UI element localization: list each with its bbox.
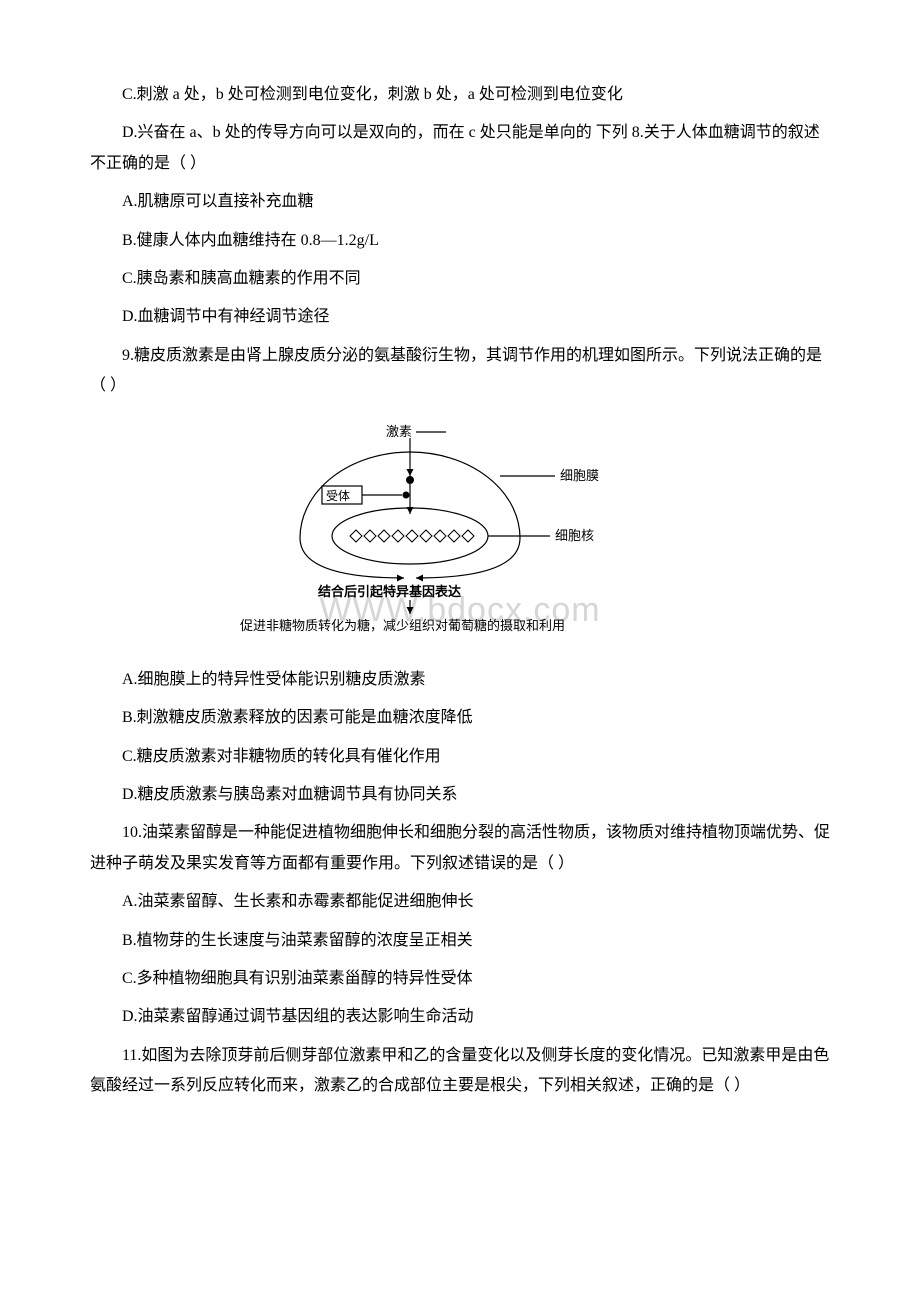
q10-option-a: A.油菜素留醇、生长素和赤霉素都能促进细胞伸长 xyxy=(90,887,830,917)
q9-option-d: D.糖皮质激素与胰岛素对血糖调节具有协同关系 xyxy=(90,780,830,810)
svg-text:促进非糖物质转化为糖，减少组织对葡萄糖的摄取和利用: 促进非糖物质转化为糖，减少组织对葡萄糖的摄取和利用 xyxy=(240,618,565,633)
q7-option-c: C.刺激 a 处，b 处可检测到电位变化，刺激 b 处，a 处可检测到电位变化 xyxy=(90,80,830,110)
q11-stem: 11.如图为去除顶芽前后侧芽部位激素甲和乙的含量变化以及侧芽长度的变化情况。已知… xyxy=(90,1041,830,1102)
q7-option-d-q8-stem: D.兴奋在 a、b 处的传导方向可以是双向的，而在 c 处只能是单向的 下列 8… xyxy=(90,118,830,179)
svg-text:激素: 激素 xyxy=(386,424,412,439)
svg-text:结合后引起特异基因表达: 结合后引起特异基因表达 xyxy=(318,584,461,599)
q9-option-a: A.细胞膜上的特异性受体能识别糖皮质激素 xyxy=(90,665,830,695)
q8-option-d: D.血糖调节中有神经调节途径 xyxy=(90,302,830,332)
svg-text:细胞膜: 细胞膜 xyxy=(560,468,599,483)
q10-stem: 10.油菜素留醇是一种能促进植物细胞伸长和细胞分裂的高活性物质，该物质对维持植物… xyxy=(90,818,830,879)
cell-diagram-svg: 激素细胞膜受体细胞核结合后引起特异基因表达促进非糖物质转化为糖，减少组织对葡萄糖… xyxy=(230,418,690,638)
q10-option-c: C.多种植物细胞具有识别油菜素甾醇的特异性受体 xyxy=(90,964,830,994)
q8-option-b: B.健康人体内血糖维持在 0.8—1.2g/L xyxy=(90,226,830,256)
svg-text:细胞核: 细胞核 xyxy=(555,528,594,543)
q10-option-d: D.油菜素留醇通过调节基因组的表达影响生命活动 xyxy=(90,1002,830,1032)
svg-text:受体: 受体 xyxy=(326,489,350,503)
q8-option-a: A.肌糖原可以直接补充血糖 xyxy=(90,187,830,217)
q9-option-c: C.糖皮质激素对非糖物质的转化具有催化作用 xyxy=(90,742,830,772)
q9-diagram: 激素细胞膜受体细胞核结合后引起特异基因表达促进非糖物质转化为糖，减少组织对葡萄糖… xyxy=(90,418,830,649)
q9-option-b: B.刺激糖皮质激素释放的因素可能是血糖浓度降低 xyxy=(90,703,830,733)
q8-option-c: C.胰岛素和胰高血糖素的作用不同 xyxy=(90,264,830,294)
q10-option-b: B.植物芽的生长速度与油菜素留醇的浓度呈正相关 xyxy=(90,926,830,956)
q9-stem: 9.糖皮质激素是由肾上腺皮质分泌的氨基酸衍生物，其调节作用的机理如图所示。下列说… xyxy=(90,341,830,402)
